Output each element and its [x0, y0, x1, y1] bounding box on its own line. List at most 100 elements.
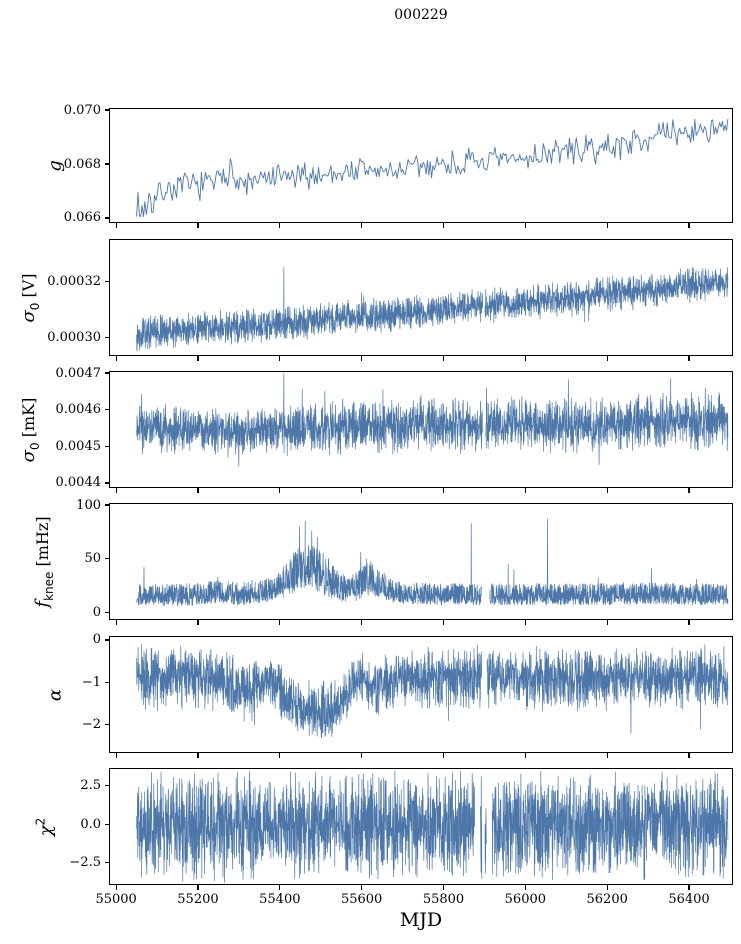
y-tick-label: 0.068	[63, 156, 101, 172]
plot-area-sigma0-v	[109, 239, 733, 356]
x-tick-mark	[197, 223, 199, 228]
x-tick-mark	[524, 885, 526, 890]
x-tick-mark	[279, 356, 281, 361]
y-tick-label: 0.0045	[55, 438, 102, 454]
x-tick-label: 55200	[177, 892, 219, 907]
y-tick-label: 0.00032	[47, 274, 101, 289]
y-axis-label-alpha: α	[44, 688, 66, 701]
y-tick-mark	[104, 482, 110, 484]
x-tick-mark	[606, 753, 608, 758]
series-line-sigma0-v	[110, 240, 732, 355]
x-tick-mark	[115, 223, 117, 228]
x-tick-mark	[197, 885, 199, 890]
x-tick-mark	[688, 223, 690, 228]
x-tick-mark	[115, 620, 117, 625]
y-tick-mark	[104, 163, 110, 165]
y-tick-mark	[104, 724, 110, 726]
y-tick-mark	[104, 280, 110, 283]
series-line-sigma0-mk	[110, 372, 732, 487]
x-tick-mark	[606, 885, 608, 890]
subplot-sigma0-v: σ0 [V] 0.00030 0.00032	[0, 239, 741, 361]
x-tick-mark	[361, 620, 363, 625]
plot-area-g	[109, 108, 733, 223]
x-tick-label: 56000	[504, 892, 547, 907]
x-tick-mark	[442, 356, 445, 361]
x-tick-mark	[688, 488, 690, 493]
x-tick-mark	[197, 753, 199, 758]
series-line-chi2	[110, 769, 732, 884]
x-tick-mark	[606, 488, 608, 493]
y-tick-label: 100	[76, 497, 101, 513]
y-tick-label: 0.066	[63, 210, 101, 226]
x-tick-mark	[279, 620, 281, 625]
x-tick-label: 56200	[586, 892, 628, 907]
x-tick-mark	[688, 356, 690, 361]
y-tick-label: −2	[81, 717, 101, 733]
x-tick-mark	[279, 885, 281, 890]
x-tick-mark	[361, 488, 363, 493]
x-tick-mark	[688, 753, 690, 758]
x-tick-mark	[115, 753, 117, 758]
y-tick-label: 0.00030	[47, 330, 101, 346]
x-tick-mark	[524, 753, 526, 758]
y-tick-mark	[104, 861, 110, 864]
x-tick-mark	[197, 620, 199, 625]
plot-area-chi2	[109, 768, 733, 885]
y-tick-label: 2.5	[80, 778, 101, 794]
y-tick-label: 0.0046	[55, 402, 102, 418]
x-tick-mark	[279, 753, 281, 758]
y-tick-label: 0	[92, 605, 101, 621]
y-tick-mark	[104, 409, 110, 411]
y-tick-mark	[104, 504, 110, 506]
x-tick-mark	[279, 488, 281, 493]
x-tick-mark	[606, 620, 608, 625]
x-tick-mark	[279, 223, 281, 228]
x-tick-label: 55600	[340, 892, 383, 907]
y-tick-label: 0.0044	[55, 475, 102, 491]
x-tick-mark	[524, 620, 526, 625]
x-tick-label: 55400	[259, 892, 301, 907]
y-tick-mark	[104, 639, 110, 641]
y-tick-mark	[104, 785, 110, 787]
y-tick-mark	[104, 109, 110, 111]
y-tick-label: 50	[84, 551, 101, 567]
y-tick-mark	[104, 681, 110, 683]
x-tick-mark	[115, 356, 117, 361]
y-tick-label: 0.0047	[55, 365, 102, 381]
x-axis-label: MJD	[399, 909, 443, 931]
y-tick-mark	[104, 337, 110, 339]
y-tick-mark	[104, 372, 110, 374]
y-tick-mark	[104, 217, 110, 219]
x-tick-mark	[606, 356, 608, 361]
y-tick-mark	[104, 445, 110, 447]
x-tick-label: 55800	[422, 892, 465, 907]
plot-area-fknee	[109, 503, 733, 620]
x-tick-mark	[688, 885, 690, 890]
y-tick-mark	[104, 558, 110, 560]
y-tick-label: −2.5	[69, 855, 101, 871]
x-tick-mark	[361, 753, 363, 758]
x-tick-label: 55000	[95, 892, 137, 907]
x-tick-mark	[524, 488, 526, 493]
y-tick-label: 0	[92, 632, 101, 648]
y-tick-label: 0.070	[63, 102, 101, 118]
subplot-g: g 0.066 0.068 0.070	[0, 104, 741, 228]
subplot-chi2: χ2 2.5 0.0 −2.5 55000 55200 55400 55600 55800 560…	[0, 768, 741, 907]
x-tick-mark	[197, 488, 199, 493]
x-tick-mark	[115, 488, 117, 493]
x-tick-mark	[197, 356, 199, 361]
series-line-g	[110, 109, 732, 222]
x-tick-mark	[361, 885, 363, 890]
chart-title: 000229	[394, 7, 448, 23]
y-tick-label: 0.0	[80, 816, 101, 832]
x-tick-mark	[442, 885, 445, 890]
series-line-fknee	[110, 504, 732, 619]
x-tick-label: 56400	[668, 892, 710, 907]
x-tick-mark	[524, 356, 526, 361]
x-tick-mark	[688, 620, 690, 625]
x-tick-mark	[442, 620, 445, 625]
x-tick-mark	[361, 223, 363, 228]
plot-area-alpha	[109, 636, 733, 753]
series-line-alpha	[110, 637, 732, 752]
